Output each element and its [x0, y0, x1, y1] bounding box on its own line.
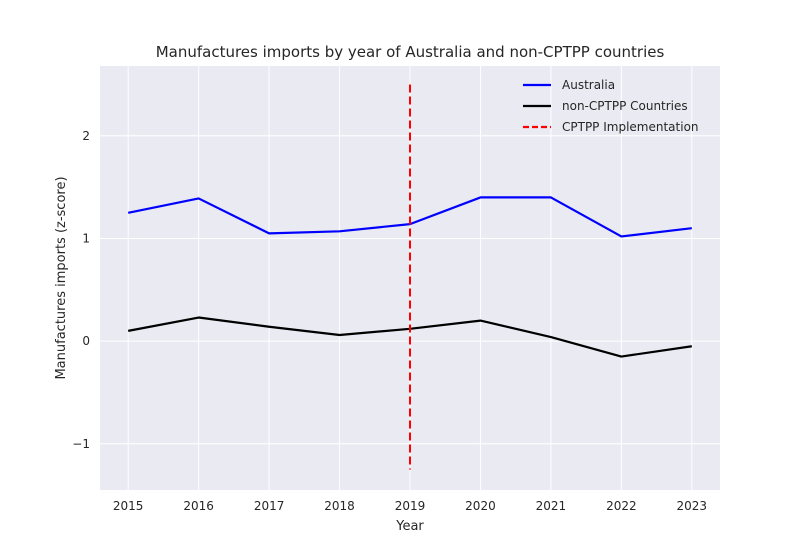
- chart-title: Manufactures imports by year of Australi…: [156, 43, 665, 61]
- y-tick-labels: −1 0 1 2: [72, 129, 90, 451]
- legend: Australia non-CPTPP Countries CPTPP Implem…: [523, 78, 699, 134]
- x-tick-label: 2023: [677, 499, 708, 513]
- x-tick-label: 2019: [395, 499, 426, 513]
- x-tick-label: 2015: [113, 499, 144, 513]
- y-tick-label: −1: [72, 437, 90, 451]
- legend-label: Australia: [562, 78, 615, 92]
- legend-label: non-CPTPP Countries: [562, 99, 688, 113]
- x-tick-label: 2016: [183, 499, 214, 513]
- legend-label: CPTPP Implementation: [562, 120, 699, 134]
- y-tick-label: 0: [82, 334, 90, 348]
- x-tick-label: 2022: [606, 499, 637, 513]
- x-tick-label: 2018: [324, 499, 355, 513]
- x-tick-labels: 2015 2016 2017 2018 2019 2020 2021 2022 2023: [113, 499, 707, 513]
- series-lines: [127, 84, 692, 470]
- x-axis-label: Year: [395, 519, 424, 534]
- x-tick-label: 2020: [465, 499, 496, 513]
- x-tick-label: 2017: [254, 499, 285, 513]
- x-tick-label: 2021: [536, 499, 567, 513]
- y-tick-label: 2: [82, 129, 90, 143]
- y-tick-label: 1: [82, 231, 90, 245]
- y-axis-label: Manufactures imports (z-score): [54, 176, 69, 379]
